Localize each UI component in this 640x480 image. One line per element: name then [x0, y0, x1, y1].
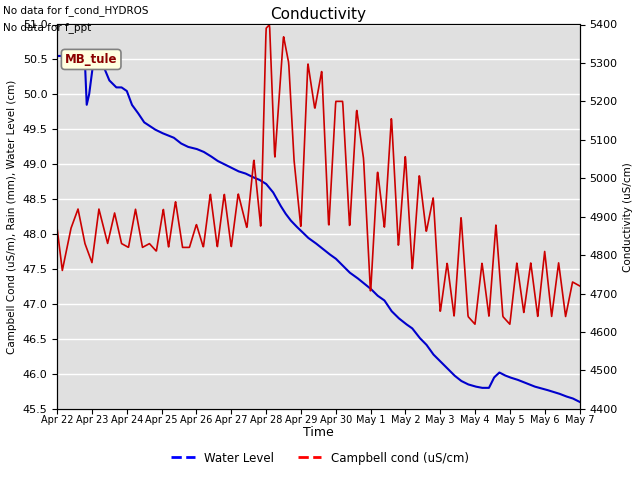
Y-axis label: Campbell Cond (uS/m), Rain (mm), Water Level (cm): Campbell Cond (uS/m), Rain (mm), Water L…: [7, 80, 17, 354]
Text: No data for f_ppt: No data for f_ppt: [3, 22, 92, 33]
X-axis label: Time: Time: [303, 426, 333, 440]
Text: No data for f_cond_HYDROS: No data for f_cond_HYDROS: [3, 5, 148, 16]
Title: Conductivity: Conductivity: [270, 7, 366, 22]
Legend: Water Level, Campbell cond (uS/cm): Water Level, Campbell cond (uS/cm): [166, 447, 474, 469]
Y-axis label: Conductivity (uS/cm): Conductivity (uS/cm): [623, 162, 633, 272]
Text: MB_tule: MB_tule: [65, 53, 117, 66]
